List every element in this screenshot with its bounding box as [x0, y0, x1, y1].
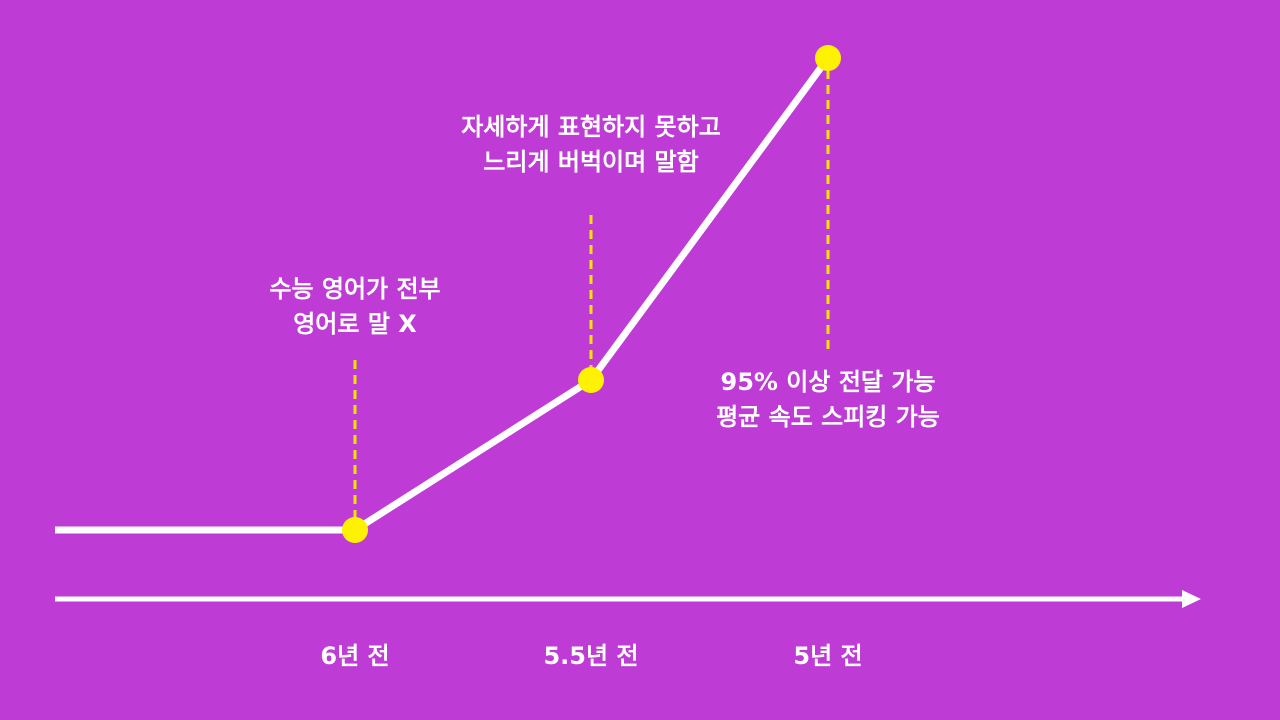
- milestone-dot: [815, 45, 841, 71]
- milestone-note: 평균 속도 스피킹 가능: [716, 403, 940, 431]
- time-label: 5년 전: [793, 642, 862, 670]
- growth-line: [55, 55, 831, 534]
- milestone-note: 수능 영어가 전부: [269, 275, 440, 303]
- milestone-note: 느리게 버벅이며 말함: [483, 148, 698, 176]
- milestone-dot: [578, 367, 604, 393]
- milestone-note: 95% 이상 전달 가능: [721, 368, 936, 396]
- milestone-note: 영어로 말 X: [293, 310, 417, 338]
- milestone-note: 자세하게 표현하지 못하고: [461, 113, 721, 141]
- milestone-dot: [342, 517, 368, 543]
- time-label: 6년 전: [320, 642, 389, 670]
- axis-arrowhead: [1182, 590, 1201, 608]
- time-label: 5.5년 전: [543, 642, 638, 670]
